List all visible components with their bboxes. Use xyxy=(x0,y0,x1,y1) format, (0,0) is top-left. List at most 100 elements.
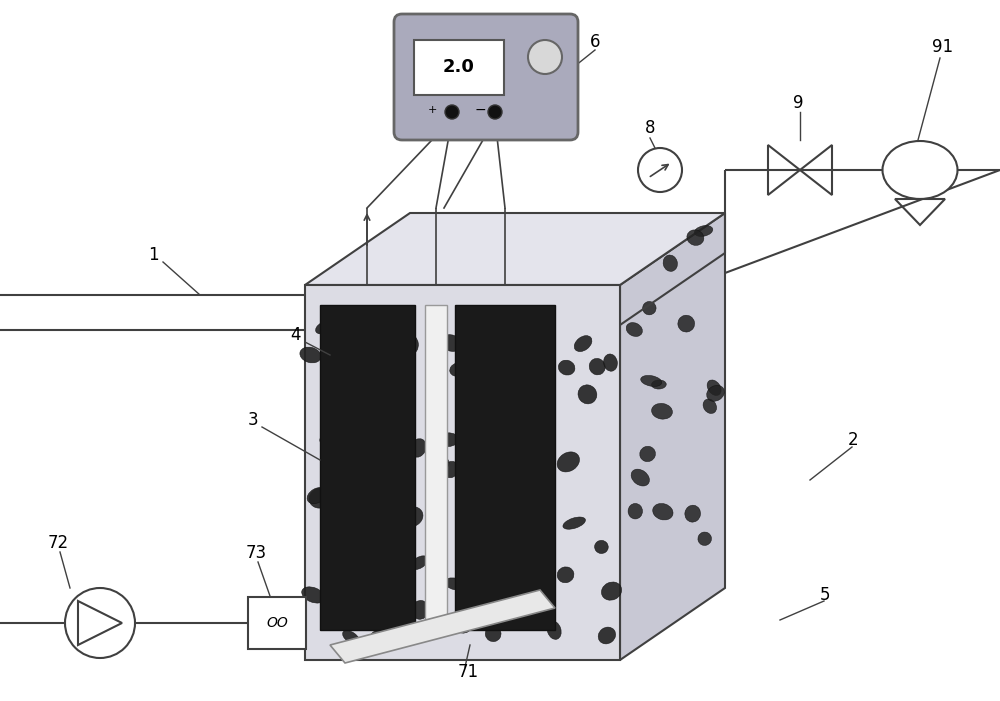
Ellipse shape xyxy=(640,447,655,462)
Ellipse shape xyxy=(458,465,480,484)
Ellipse shape xyxy=(349,372,362,383)
Text: 2: 2 xyxy=(848,431,859,449)
Ellipse shape xyxy=(429,456,449,471)
Polygon shape xyxy=(455,305,555,630)
Ellipse shape xyxy=(444,461,458,478)
FancyBboxPatch shape xyxy=(414,40,504,95)
Ellipse shape xyxy=(528,499,552,516)
Text: −: − xyxy=(474,103,486,117)
Ellipse shape xyxy=(324,570,342,587)
Ellipse shape xyxy=(412,601,429,619)
Ellipse shape xyxy=(410,439,426,457)
Ellipse shape xyxy=(411,556,428,570)
Ellipse shape xyxy=(652,380,666,389)
Text: 1: 1 xyxy=(148,246,159,264)
Circle shape xyxy=(528,40,562,74)
Ellipse shape xyxy=(698,532,711,545)
Ellipse shape xyxy=(331,484,345,496)
Text: 3: 3 xyxy=(248,411,259,429)
Polygon shape xyxy=(305,213,725,285)
Polygon shape xyxy=(620,213,725,660)
Ellipse shape xyxy=(626,322,642,336)
Ellipse shape xyxy=(454,617,472,633)
Ellipse shape xyxy=(402,334,418,354)
Ellipse shape xyxy=(678,315,695,332)
Ellipse shape xyxy=(309,488,331,508)
Ellipse shape xyxy=(557,567,574,583)
Ellipse shape xyxy=(563,517,585,529)
Ellipse shape xyxy=(628,503,642,519)
Ellipse shape xyxy=(351,451,370,469)
Text: 8: 8 xyxy=(645,119,656,137)
Ellipse shape xyxy=(604,354,617,372)
Ellipse shape xyxy=(343,630,360,644)
Text: 91: 91 xyxy=(932,38,953,56)
Ellipse shape xyxy=(703,399,717,414)
FancyBboxPatch shape xyxy=(394,14,578,140)
Ellipse shape xyxy=(652,403,672,419)
Ellipse shape xyxy=(595,540,608,554)
Ellipse shape xyxy=(518,452,541,466)
Text: 6: 6 xyxy=(590,33,600,51)
Ellipse shape xyxy=(307,487,327,503)
Ellipse shape xyxy=(370,629,394,648)
Text: 71: 71 xyxy=(458,663,479,681)
Ellipse shape xyxy=(463,421,483,435)
Text: 5: 5 xyxy=(820,586,830,604)
Ellipse shape xyxy=(558,360,575,375)
Ellipse shape xyxy=(528,335,550,355)
Ellipse shape xyxy=(589,358,605,375)
Polygon shape xyxy=(425,305,447,630)
Circle shape xyxy=(445,105,459,119)
Ellipse shape xyxy=(383,358,406,370)
Ellipse shape xyxy=(601,582,622,600)
Ellipse shape xyxy=(444,578,466,590)
Ellipse shape xyxy=(496,418,518,434)
Ellipse shape xyxy=(399,507,423,527)
Ellipse shape xyxy=(340,486,362,503)
Ellipse shape xyxy=(641,376,662,386)
Circle shape xyxy=(488,105,502,119)
Ellipse shape xyxy=(485,626,501,641)
Ellipse shape xyxy=(707,380,721,395)
Ellipse shape xyxy=(631,469,649,486)
Text: 72: 72 xyxy=(48,534,69,552)
Ellipse shape xyxy=(335,437,350,452)
Ellipse shape xyxy=(522,592,537,608)
Ellipse shape xyxy=(350,604,374,616)
Ellipse shape xyxy=(521,587,543,597)
Ellipse shape xyxy=(707,386,724,401)
Ellipse shape xyxy=(574,336,592,352)
Ellipse shape xyxy=(478,411,497,428)
Ellipse shape xyxy=(323,436,341,448)
Ellipse shape xyxy=(316,322,332,334)
Ellipse shape xyxy=(653,503,673,520)
Ellipse shape xyxy=(348,415,370,429)
Ellipse shape xyxy=(450,362,467,376)
Ellipse shape xyxy=(302,587,325,603)
Ellipse shape xyxy=(300,347,321,363)
Ellipse shape xyxy=(467,482,481,494)
Text: +: + xyxy=(427,105,437,115)
Text: 73: 73 xyxy=(246,544,267,562)
Ellipse shape xyxy=(547,621,561,639)
Ellipse shape xyxy=(578,385,597,404)
Polygon shape xyxy=(320,305,415,630)
Ellipse shape xyxy=(387,535,408,552)
Ellipse shape xyxy=(643,301,656,315)
Ellipse shape xyxy=(663,255,677,271)
Circle shape xyxy=(65,588,135,658)
Ellipse shape xyxy=(509,580,526,592)
Ellipse shape xyxy=(320,434,342,449)
Ellipse shape xyxy=(694,226,713,236)
Text: 9: 9 xyxy=(793,94,804,112)
Polygon shape xyxy=(305,285,620,660)
Text: 2.0: 2.0 xyxy=(443,58,475,76)
FancyBboxPatch shape xyxy=(248,597,306,649)
Circle shape xyxy=(638,148,682,192)
Ellipse shape xyxy=(395,398,413,412)
Ellipse shape xyxy=(492,397,512,411)
Ellipse shape xyxy=(883,141,958,199)
Ellipse shape xyxy=(364,477,381,492)
Ellipse shape xyxy=(687,230,704,245)
